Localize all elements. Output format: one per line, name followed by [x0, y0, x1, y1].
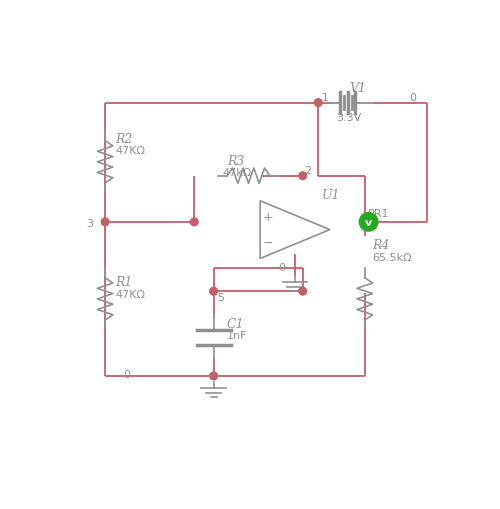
Text: v: v [365, 217, 372, 228]
Text: +: + [262, 211, 273, 223]
Text: 2: 2 [304, 165, 312, 175]
Text: 65.5kΩ: 65.5kΩ [372, 252, 412, 262]
Text: 1: 1 [322, 93, 328, 103]
Circle shape [299, 173, 306, 180]
Text: V1: V1 [349, 81, 366, 95]
Circle shape [190, 219, 198, 227]
Text: R1: R1 [115, 276, 132, 289]
Text: 3.3V: 3.3V [336, 113, 361, 123]
Text: U1: U1 [322, 189, 340, 202]
Circle shape [361, 219, 368, 227]
Text: 0: 0 [278, 262, 285, 272]
Text: 0: 0 [410, 93, 416, 103]
Text: 47KΩ: 47KΩ [115, 146, 145, 156]
Text: 5: 5 [218, 292, 224, 302]
Circle shape [314, 99, 322, 107]
Text: 0: 0 [123, 369, 130, 379]
Circle shape [101, 219, 109, 227]
Text: 47kΩ: 47kΩ [223, 167, 252, 178]
Text: 47KΩ: 47KΩ [115, 289, 145, 299]
Circle shape [210, 288, 218, 295]
Text: 1nF: 1nF [227, 330, 248, 341]
Text: −: − [262, 237, 273, 249]
Circle shape [299, 288, 306, 295]
Text: PR1: PR1 [368, 208, 390, 218]
Circle shape [210, 372, 218, 380]
Text: 3: 3 [86, 219, 94, 229]
Text: C1: C1 [227, 318, 244, 330]
Circle shape [360, 213, 378, 232]
Text: R3: R3 [228, 155, 245, 167]
Text: R4: R4 [372, 239, 390, 252]
Text: R2: R2 [115, 133, 132, 146]
